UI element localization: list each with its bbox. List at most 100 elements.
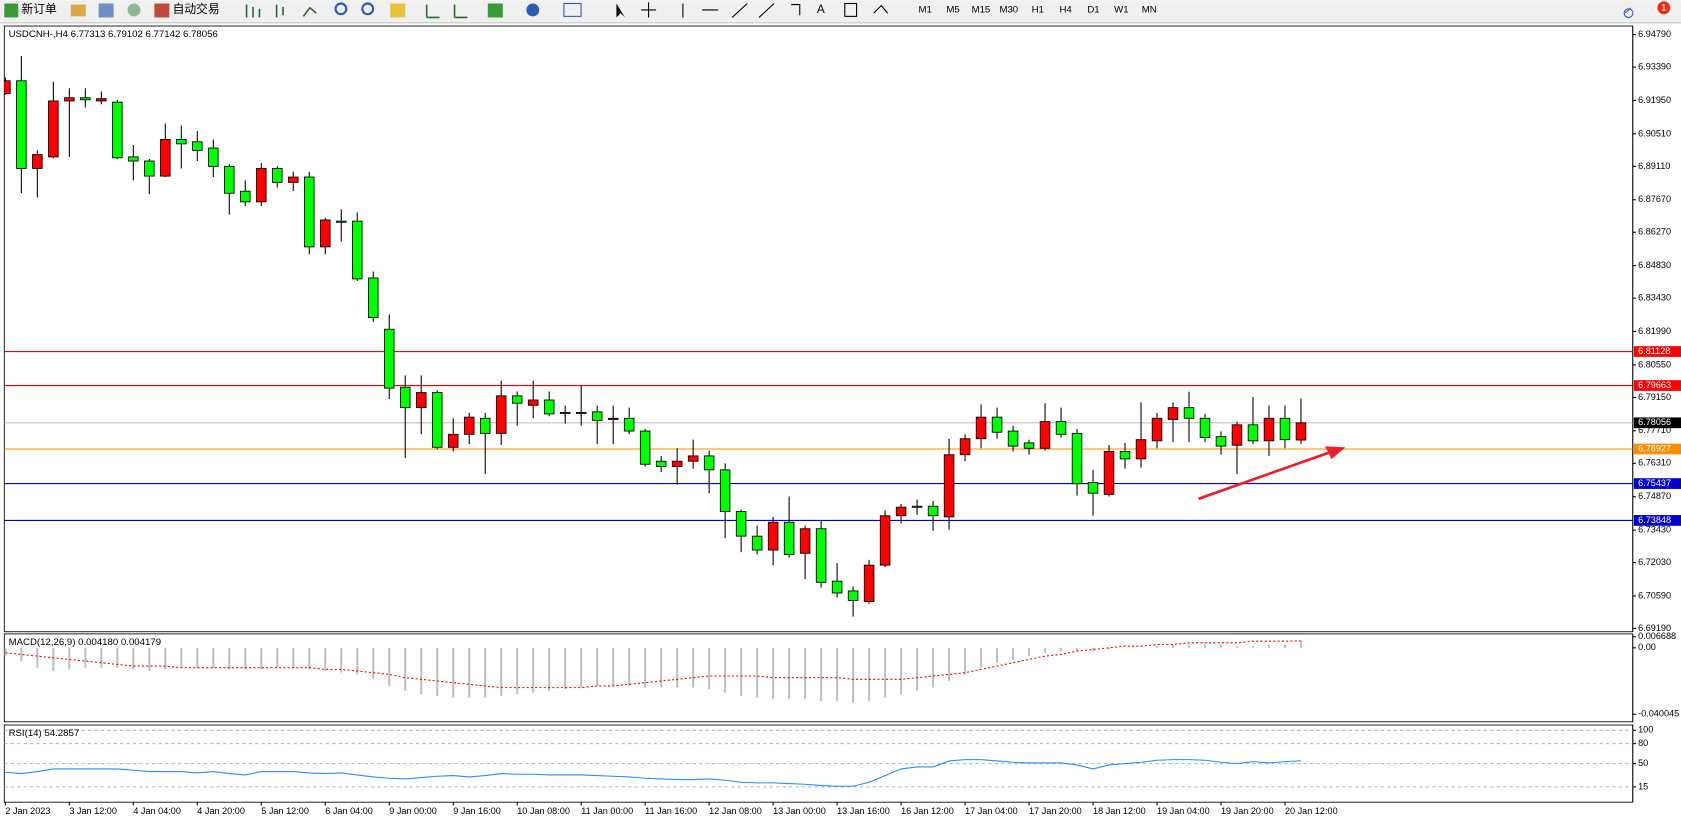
y-tick-label: 6.89110	[1638, 161, 1670, 171]
candle-body	[1151, 417, 1163, 442]
candle-body	[527, 399, 539, 406]
rsi-line	[5, 759, 1302, 787]
candle-body	[1039, 421, 1051, 449]
annotation-arrowhead	[1325, 446, 1346, 460]
notification-count[interactable]: 1	[1661, 2, 1666, 13]
auto-trading[interactable]: 自动交易	[173, 2, 220, 16]
scroll-buttons[interactable]	[425, 4, 468, 19]
label-tool[interactable]	[844, 2, 858, 17]
candle-body	[1167, 407, 1179, 420]
price-level-label: 6.79663	[1638, 380, 1671, 390]
candle-body	[1279, 417, 1291, 441]
new-order[interactable]: 新订单	[21, 2, 57, 16]
timeframe-button[interactable]: M15	[972, 4, 991, 15]
x-tick-label: 4 Jan 04:00	[133, 806, 181, 816]
y-tick-label: 6.76310	[1638, 458, 1671, 468]
candle-body	[959, 438, 971, 456]
notification-badge[interactable]	[1657, 1, 1671, 15]
x-tick-label: 13 Jan 00:00	[773, 806, 826, 816]
drawing-tools[interactable]	[682, 3, 801, 18]
tool-icon[interactable]	[70, 4, 86, 17]
price-level-label-bg	[1633, 417, 1681, 429]
candle-body	[671, 460, 683, 467]
candle-body	[687, 455, 699, 462]
zoom-out[interactable]	[361, 2, 375, 16]
candle-body	[224, 165, 235, 194]
timeframe-button[interactable]: MN	[1142, 4, 1157, 15]
plot-area	[4, 729, 1633, 788]
y-tick-label: 6.77710	[1638, 425, 1671, 435]
candle-button[interactable]	[275, 4, 284, 18]
toolbar-bg	[0, 0, 1681, 23]
candle-body	[352, 220, 363, 280]
timeframe-button[interactable]: W1	[1114, 4, 1128, 15]
y-tick-label: 6.80550	[1638, 359, 1671, 369]
y-tick-label: 0.006688	[1638, 631, 1676, 641]
candle-body	[240, 190, 251, 203]
timeframe-button[interactable]: H4	[1059, 4, 1072, 15]
y-tick-label: 6.73430	[1638, 525, 1671, 535]
x-tick-label: 13 Jan 16:00	[837, 806, 890, 816]
indicators[interactable]	[487, 3, 503, 18]
new-order-icon[interactable]	[4, 3, 19, 18]
y-tick-label: 6.83430	[1638, 293, 1671, 303]
x-tick-label: 3 Jan 12:00	[69, 806, 117, 816]
candle-body	[783, 521, 795, 555]
candle-body	[703, 455, 715, 471]
periods[interactable]	[526, 3, 540, 17]
x-tick-label: 11 Jan 16:00	[645, 806, 697, 816]
timeframe-button[interactable]: M30	[999, 4, 1018, 15]
templates[interactable]	[563, 2, 582, 17]
y-tick-label: 6.72030	[1638, 557, 1671, 567]
timeframe-button[interactable]: H1	[1032, 4, 1044, 15]
candle-body	[1119, 451, 1131, 460]
candle-body	[256, 168, 267, 203]
x-tick-label: 9 Jan 00:00	[389, 806, 437, 816]
candle-body	[591, 411, 603, 421]
candle-body	[975, 416, 987, 440]
arrows-tool[interactable]	[873, 4, 889, 14]
candle-body	[655, 460, 667, 467]
cursor[interactable]	[616, 3, 626, 18]
candle-body	[415, 392, 427, 409]
x-tick-label: 2 Jan 2023	[5, 806, 50, 816]
y-tick-label: 15	[1638, 781, 1648, 791]
panel-title: MACD(12,26,9) 0.004180 0.004179	[9, 637, 162, 648]
price-level-label: 6.81128	[1638, 346, 1670, 356]
candle-body	[543, 399, 555, 415]
price-level-label-bg	[1633, 478, 1681, 489]
candle-body	[16, 80, 27, 169]
candle-body	[208, 147, 219, 167]
chart-type-buttons	[245, 4, 317, 18]
auto-trading-icon[interactable]	[154, 3, 170, 18]
candle-body	[64, 97, 75, 102]
x-tick-label: 4 Jan 20:00	[197, 806, 245, 816]
tile-windows[interactable]	[390, 3, 406, 18]
candle-body	[991, 416, 1003, 433]
bar-chart-button[interactable]	[245, 4, 261, 18]
text-tool[interactable]: A	[817, 3, 825, 16]
tool-icon[interactable]	[127, 3, 141, 17]
y-tick-label: 6.84830	[1638, 260, 1671, 270]
candle-body	[160, 139, 171, 177]
panel: 100 80 50 15 RSI(14) 54.2857	[3, 724, 1653, 803]
x-tick-label: 19 Jan 04:00	[1157, 806, 1210, 816]
timeframe-button[interactable]: D1	[1087, 4, 1099, 15]
candle-body	[1199, 417, 1211, 438]
crosshair[interactable]	[641, 2, 657, 18]
y-tick-label: 100	[1638, 725, 1653, 735]
x-tick-label: 10 Jan 08:00	[517, 806, 570, 816]
line-button[interactable]	[302, 6, 317, 17]
timeframe-button[interactable]: M5	[946, 4, 959, 15]
candle-body	[735, 511, 747, 537]
candle-body	[639, 430, 651, 465]
search[interactable]	[1623, 7, 1634, 18]
y-tick-label: 6.70590	[1638, 590, 1671, 600]
price-level-label: 6.76927	[1638, 443, 1671, 453]
y-tick-label: 6.81990	[1638, 326, 1671, 336]
x-tick-label: 17 Jan 04:00	[965, 806, 1018, 816]
tool-icon[interactable]	[98, 3, 114, 18]
timeframe-button[interactable]: M1	[919, 4, 932, 15]
price-level-label-bg	[1633, 515, 1681, 526]
zoom-in[interactable]	[334, 2, 348, 16]
